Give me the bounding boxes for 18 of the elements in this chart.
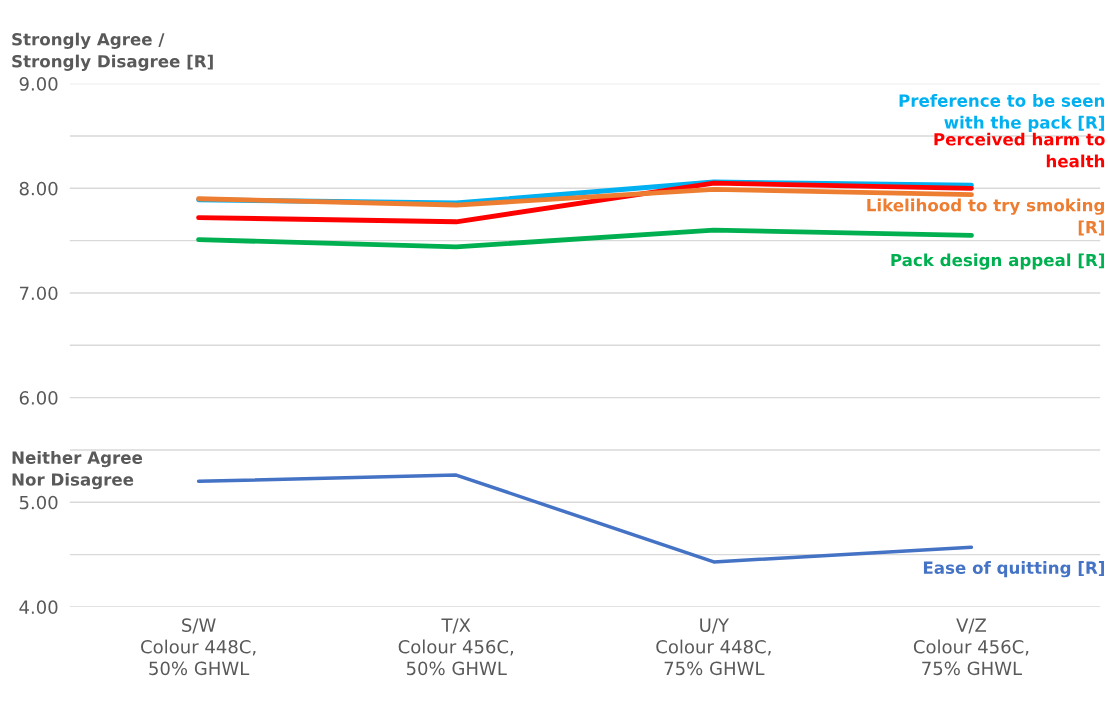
y-tick-label: 6.00 — [19, 391, 58, 405]
x-tick-label: T/X Colour 456C, 50% GHWL — [398, 618, 514, 676]
text: Preference to be seen with the pack [R] — [899, 93, 1105, 132]
series-label: Likelihood to try smoking [R] — [867, 198, 1104, 236]
y-tick-label: 4.00 — [19, 600, 58, 615]
series-label: Perceived harm to health — [934, 132, 1105, 168]
x-tick-label: S/W Colour 448C, 50% GHWL — [141, 618, 256, 676]
series-label: Pack design appeal [R] — [891, 253, 1104, 270]
y-tick-label: 7.00 — [19, 286, 58, 301]
x-tick-label: V/Z Colour 456C, 75% GHWL — [913, 618, 1029, 676]
y-tick-label: 9.00 — [19, 77, 58, 91]
x-tick-label: U/Y Colour 448C, 75% GHWL — [656, 618, 771, 676]
line-series — [196, 227, 974, 250]
y-tick-label: 5.00 — [19, 495, 58, 510]
text: Strongly Agree / Strongly Disagree [R] — [12, 32, 213, 71]
y-tick-label: 8.00 — [19, 181, 58, 196]
series-label: Ease of quitting [R] — [923, 561, 1104, 578]
annotation: Neither Agree Nor Disagree — [12, 450, 143, 490]
